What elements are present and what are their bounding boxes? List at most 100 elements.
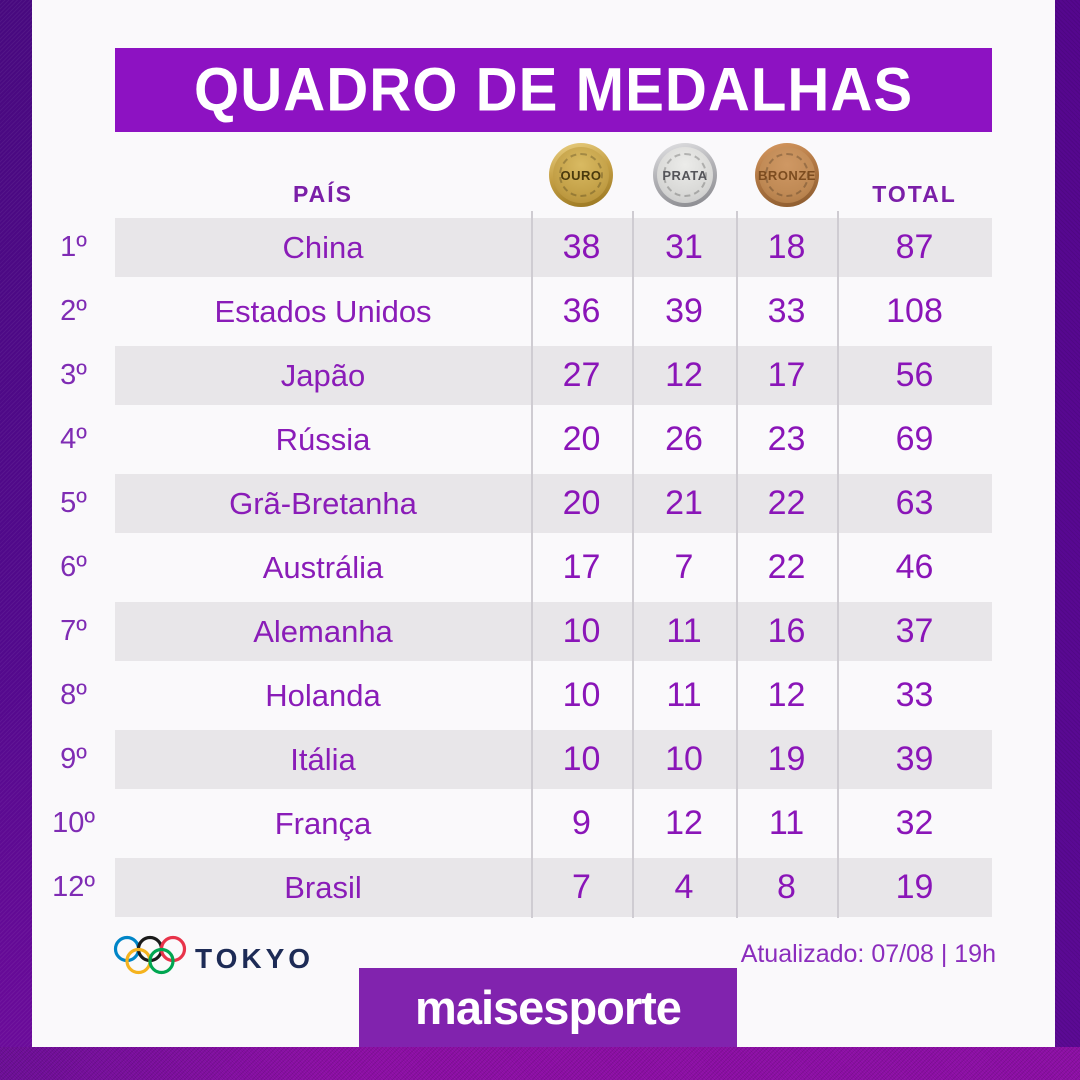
row-strip: Rússia 20 26 23 69	[115, 410, 992, 469]
table-row: 7º Alemanha 10 11 16 37	[32, 602, 1055, 661]
total-count: 69	[895, 420, 934, 458]
silver-count: 10	[665, 740, 703, 778]
gold-medal-icon: OURO	[549, 143, 613, 207]
rank-label: 7º	[60, 615, 87, 647]
gold-count: 10	[562, 676, 601, 714]
table-row: 5º Grã-Bretanha 20 21 22 63	[32, 474, 1055, 533]
bronze-count: 22	[767, 548, 806, 586]
rank-label: 10º	[52, 807, 95, 839]
rank-label: 1º	[60, 231, 87, 263]
gold-count: 10	[562, 612, 601, 650]
rank-label: 2º	[60, 295, 87, 327]
brand-name-part2: esporte	[518, 981, 682, 1034]
silver-count: 31	[665, 228, 703, 266]
country-name: Grã-Bretanha	[229, 485, 417, 521]
row-strip: Japão 27 12 17 56	[115, 346, 992, 405]
gold-count: 17	[562, 548, 601, 586]
bronze-medal-icon: BRONZE	[755, 143, 819, 207]
table-row: 3º Japão 27 12 17 56	[32, 346, 1055, 405]
table-row: 8º Holanda 10 11 12 33	[32, 666, 1055, 725]
rank-label: 9º	[60, 743, 87, 775]
table-row: 10º França 9 12 11 32	[32, 794, 1055, 853]
silver-count: 39	[665, 292, 703, 330]
table-row: 9º Itália 10 10 19 39	[32, 730, 1055, 789]
tokyo-label: TOKYO	[195, 943, 315, 974]
bronze-count: 33	[767, 292, 806, 330]
column-divider	[531, 211, 533, 918]
gold-count: 36	[562, 292, 601, 330]
gold-count: 10	[562, 740, 601, 778]
column-header-total: TOTAL	[872, 181, 957, 207]
frame-right-border	[1055, 0, 1080, 1080]
bronze-count: 22	[767, 484, 806, 522]
row-strip: Grã-Bretanha 20 21 22 63	[115, 474, 992, 533]
country-name: Rússia	[275, 421, 371, 457]
bronze-medal-label: BRONZE	[758, 167, 816, 183]
olympic-rings-icon	[113, 935, 187, 975]
rank-label: 8º	[60, 679, 87, 711]
silver-count: 4	[674, 868, 694, 906]
bronze-count: 19	[767, 740, 806, 778]
bronze-count: 18	[767, 228, 806, 266]
gold-count: 20	[562, 484, 601, 522]
silver-count: 12	[665, 356, 703, 394]
total-count: 63	[895, 484, 934, 522]
column-header-country: PAÍS	[293, 181, 353, 207]
updated-timestamp: Atualizado: 07/08 | 19h	[740, 940, 996, 968]
rank-label: 4º	[60, 423, 87, 455]
total-count: 19	[895, 868, 934, 906]
silver-count: 11	[666, 676, 702, 714]
rank-label: 6º	[60, 551, 87, 583]
total-count: 37	[895, 612, 934, 650]
country-name: Japão	[280, 357, 366, 393]
brand-banner: mais esporte	[359, 968, 737, 1047]
silver-medal-icon: PRATA	[653, 143, 717, 207]
table-row: 12º Brasil 7 4 8 19	[32, 858, 1055, 917]
row-strip: Austrália 17 7 22 46	[115, 538, 992, 597]
bronze-count: 11	[768, 804, 805, 842]
total-count: 39	[895, 740, 934, 778]
page-title: QUADRO DE MEDALHAS	[193, 55, 914, 125]
gold-count: 27	[562, 356, 601, 394]
rank-label: 12º	[52, 871, 95, 903]
total-count: 33	[895, 676, 934, 714]
country-name: Austrália	[262, 549, 384, 585]
total-count: 32	[895, 804, 934, 842]
brand-name-part1: mais	[415, 981, 519, 1034]
gold-medal-label: OURO	[560, 167, 602, 183]
bronze-count: 23	[767, 420, 806, 458]
row-strip: França 9 12 11 32	[115, 794, 992, 853]
table-row: 6º Austrália 17 7 22 46	[32, 538, 1055, 597]
silver-count: 11	[666, 612, 702, 650]
bronze-count: 16	[767, 612, 806, 650]
gold-count: 38	[562, 228, 601, 266]
country-name: China	[282, 229, 364, 265]
total-count: 46	[895, 548, 934, 586]
country-name: Holanda	[265, 677, 381, 713]
frame-left-border	[0, 0, 32, 1080]
tokyo-olympics-logo: TOKYO	[113, 932, 314, 986]
gold-count: 9	[572, 804, 591, 842]
table-rows: 1º China 38 31 18 87 2º Estados Unidos 3…	[32, 218, 1055, 922]
row-strip: China 38 31 18 87	[115, 218, 992, 277]
silver-count: 26	[665, 420, 703, 458]
country-name: França	[274, 805, 372, 841]
row-strip: Itália 10 10 19 39	[115, 730, 992, 789]
country-name: Alemanha	[253, 613, 393, 649]
rank-label: 5º	[60, 487, 87, 519]
total-count: 56	[895, 356, 934, 394]
column-divider	[736, 211, 738, 918]
frame-bottom-border	[0, 1047, 1080, 1080]
country-name: Estados Unidos	[214, 293, 432, 329]
title-banner: QUADRO DE MEDALHAS	[115, 48, 992, 132]
silver-count: 12	[665, 804, 703, 842]
laurel-wreath-icon	[663, 153, 707, 197]
laurel-wreath-icon	[765, 153, 809, 197]
silver-count: 21	[665, 484, 703, 522]
rank-label: 3º	[60, 359, 87, 391]
bronze-count: 12	[767, 676, 806, 714]
laurel-wreath-icon	[559, 153, 603, 197]
gold-count: 7	[572, 868, 591, 906]
country-name: Itália	[290, 741, 356, 777]
row-strip: Alemanha 10 11 16 37	[115, 602, 992, 661]
